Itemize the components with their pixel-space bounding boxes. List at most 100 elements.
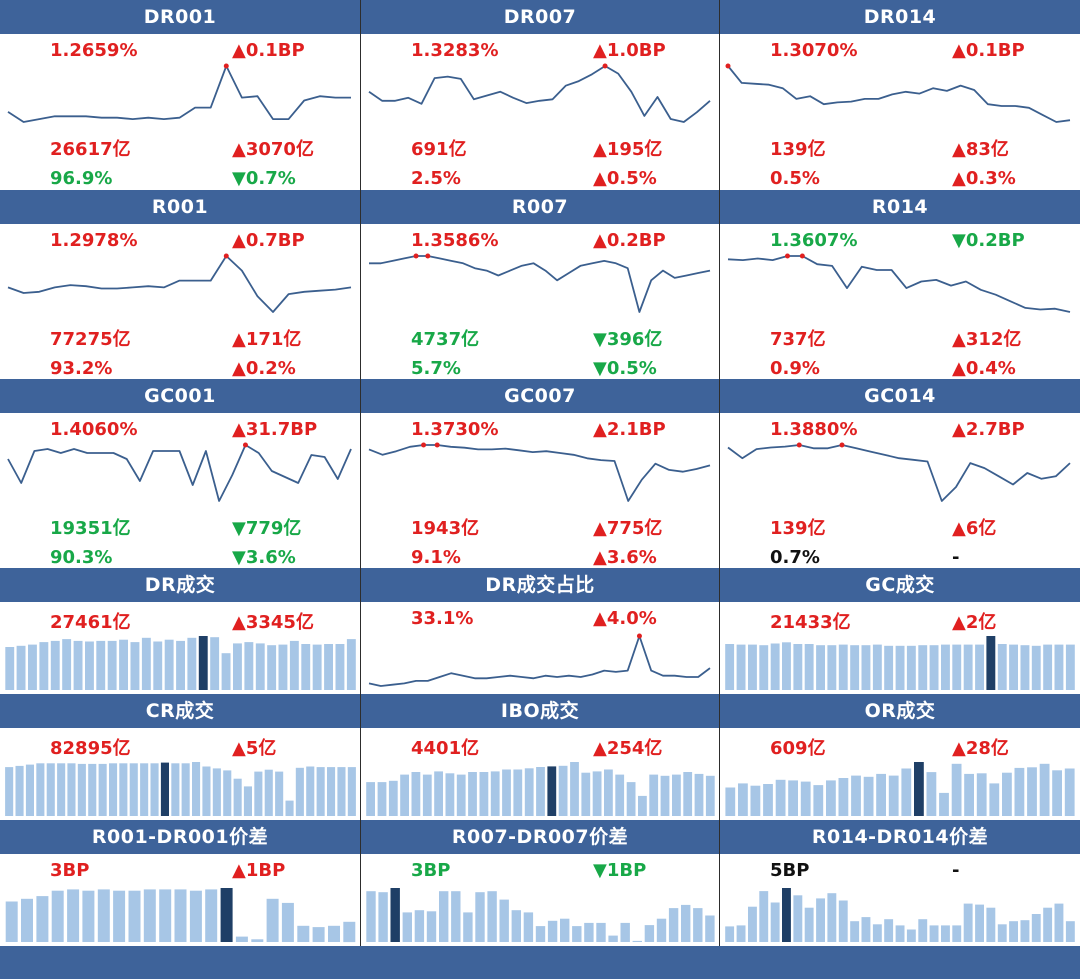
bar xyxy=(5,901,18,942)
bar xyxy=(366,782,375,816)
chart-line xyxy=(7,442,352,502)
chart-line xyxy=(369,253,711,313)
value-right: ▼779亿 xyxy=(232,518,302,539)
bar xyxy=(770,902,780,942)
bar xyxy=(119,763,128,816)
bar xyxy=(511,910,521,942)
max-marker xyxy=(839,442,845,448)
bar xyxy=(560,918,570,942)
value-left: 93.2% xyxy=(50,358,113,379)
bar xyxy=(997,644,1007,690)
max-marker xyxy=(223,253,229,259)
panel-title: R007 xyxy=(361,190,719,224)
value-left: 691亿 xyxy=(411,139,467,160)
bar xyxy=(963,903,973,942)
bar xyxy=(36,896,49,942)
bar xyxy=(499,899,509,942)
bar xyxy=(918,919,928,942)
bar xyxy=(926,772,937,816)
bar xyxy=(439,891,449,942)
bar xyxy=(872,644,882,690)
bar xyxy=(285,800,294,816)
series-line xyxy=(368,444,711,502)
bar xyxy=(901,768,912,816)
max-marker xyxy=(796,442,802,448)
bar xyxy=(939,792,949,816)
bar xyxy=(770,643,780,690)
bar xyxy=(816,898,825,942)
bar xyxy=(328,925,340,942)
bar xyxy=(243,786,252,816)
panel-gc001-6: GC001 1.4060% ▲31.7BP 19351亿 ▼779亿 90.3% ▼3.6% xyxy=(0,379,361,568)
bar xyxy=(816,645,825,690)
value-left: 4401亿 xyxy=(411,738,480,759)
bar xyxy=(570,762,579,816)
chart-line xyxy=(727,442,1071,502)
max-marker xyxy=(434,442,440,448)
panel-cr-12: CR成交 82895亿 ▲5亿 xyxy=(0,694,361,820)
bar xyxy=(941,644,950,690)
bar xyxy=(312,927,325,942)
panel-title: CR成交 xyxy=(0,694,360,728)
bar xyxy=(426,911,437,942)
bar xyxy=(775,779,786,816)
bar xyxy=(986,907,996,942)
bar-current xyxy=(220,888,233,942)
bar xyxy=(850,645,860,690)
bar xyxy=(1031,645,1041,690)
value-left: 27461亿 xyxy=(50,612,131,633)
bar xyxy=(130,642,140,690)
value-left: 9.1% xyxy=(411,547,461,568)
bar xyxy=(782,642,791,690)
bar xyxy=(244,642,254,690)
series-line xyxy=(7,65,351,123)
value-right: ▼396亿 xyxy=(593,329,663,350)
bar xyxy=(608,935,618,942)
value-right: ▼3.6% xyxy=(232,547,296,568)
bar xyxy=(1064,768,1075,816)
value-left: 96.9% xyxy=(50,168,113,189)
bar xyxy=(153,641,163,690)
bar xyxy=(895,925,905,942)
panel-title: R001 xyxy=(0,190,360,224)
series-line xyxy=(368,635,711,687)
bar xyxy=(804,907,814,942)
panel-dr014-2: DR014 1.3070% ▲0.1BP 139亿 ▲83亿 0.5% ▲0.3% xyxy=(720,0,1080,190)
bar-current xyxy=(547,766,557,816)
bar xyxy=(626,782,636,816)
value-right: ▲3.6% xyxy=(593,547,657,568)
bar xyxy=(378,892,388,942)
value-left: 1.3730% xyxy=(411,419,499,440)
bar xyxy=(941,925,950,942)
bar xyxy=(176,640,185,690)
bar xyxy=(826,780,836,816)
bar xyxy=(884,645,894,690)
bar xyxy=(620,922,630,942)
bar xyxy=(159,889,172,942)
value-left: 1.2659% xyxy=(50,40,138,61)
panel-title: DR成交占比 xyxy=(361,568,719,602)
bar xyxy=(827,893,837,942)
bar xyxy=(266,898,279,942)
bar xyxy=(660,775,670,816)
bar xyxy=(694,773,704,816)
value-left: 609亿 xyxy=(770,738,826,759)
bar xyxy=(592,771,602,816)
bar xyxy=(572,926,582,942)
bar xyxy=(929,925,939,942)
bar xyxy=(604,769,613,816)
bar xyxy=(963,644,973,690)
series-line xyxy=(7,255,352,313)
bar xyxy=(400,774,409,816)
value-left: 5BP xyxy=(770,860,810,881)
bar xyxy=(976,773,987,816)
bar xyxy=(632,940,642,942)
value-right: ▲171亿 xyxy=(232,329,302,350)
series-line xyxy=(7,444,352,502)
bar xyxy=(888,775,899,816)
value-left: 1943亿 xyxy=(411,518,480,539)
value-left: 2.5% xyxy=(411,168,461,189)
value-right: ▲6亿 xyxy=(952,518,997,539)
bar xyxy=(736,644,746,690)
value-left: 0.5% xyxy=(770,168,820,189)
